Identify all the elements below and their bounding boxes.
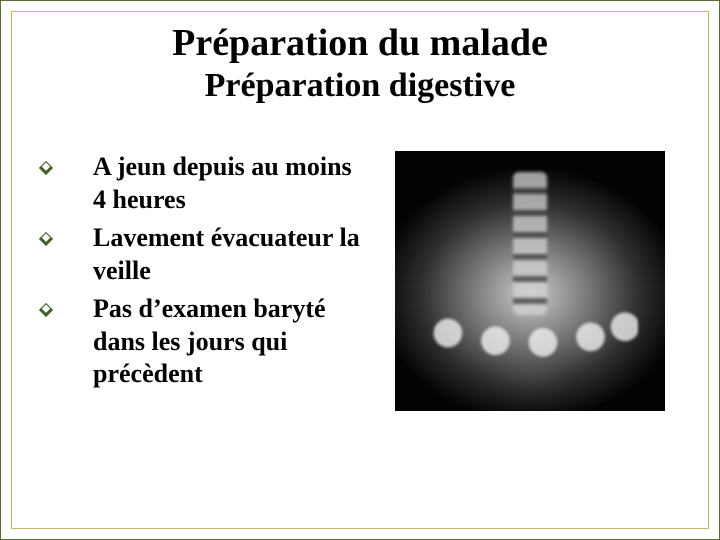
slide-frame-outer: Préparation du malade Préparation digest…: [0, 0, 720, 540]
radiograph-colon-region: [422, 294, 638, 372]
figure-container: [381, 151, 679, 509]
slide-title: Préparation du malade Préparation digest…: [1, 23, 719, 107]
diamond-bullet-icon: [39, 232, 53, 246]
content-area: A jeun depuis au moins 4 heures Lavement…: [41, 151, 679, 509]
title-line-2: Préparation digestive: [1, 65, 719, 108]
bullet-text: Pas d’examen baryté dans les jours qui p…: [93, 293, 361, 391]
list-item: Lavement évacuateur la veille: [41, 222, 361, 287]
bullet-list: A jeun depuis au moins 4 heures Lavement…: [41, 151, 361, 509]
radiograph-image: [395, 151, 665, 411]
diamond-bullet-icon: [39, 161, 53, 175]
bullet-text: A jeun depuis au moins 4 heures: [93, 151, 361, 216]
list-item: A jeun depuis au moins 4 heures: [41, 151, 361, 216]
diamond-bullet-icon: [39, 303, 53, 317]
bullet-text: Lavement évacuateur la veille: [93, 222, 361, 287]
title-line-1: Préparation du malade: [1, 23, 719, 65]
list-item: Pas d’examen baryté dans les jours qui p…: [41, 293, 361, 391]
